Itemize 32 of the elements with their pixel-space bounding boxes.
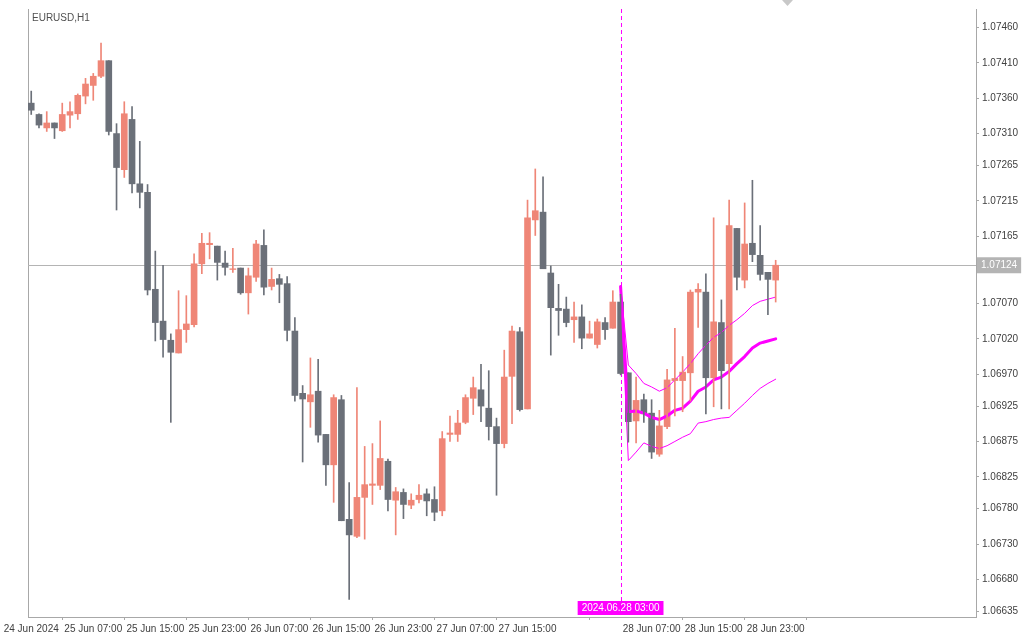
y-tick-label: 1.07215 bbox=[982, 194, 1019, 206]
x-tick-label: 25 Jun 23:00 bbox=[188, 622, 247, 634]
x-tick-label: 28 Jun 07:00 bbox=[622, 622, 681, 634]
y-tick-label: 1.07165 bbox=[982, 229, 1019, 241]
y-tick-label: 1.06925 bbox=[982, 399, 1019, 411]
ref-line-label: 2024.06.28 03:00 bbox=[581, 601, 660, 613]
y-tick-label: 1.07265 bbox=[982, 159, 1019, 171]
y-tick-label: 1.07410 bbox=[982, 56, 1019, 68]
x-tick-label: 26 Jun 23:00 bbox=[374, 622, 433, 634]
y-tick-label: 1.06680 bbox=[982, 573, 1019, 585]
y-tick-label: 1.07460 bbox=[982, 21, 1019, 33]
ref-line-label: 1.07124 bbox=[981, 258, 1018, 270]
x-tick-label: 28 Jun 23:00 bbox=[746, 622, 806, 634]
y-tick-label: 1.06635 bbox=[982, 605, 1019, 617]
y-tick-label: 1.07020 bbox=[982, 332, 1019, 344]
x-tick-label: 25 Jun 15:00 bbox=[126, 622, 185, 634]
x-tick-label: 27 Jun 07:00 bbox=[436, 622, 495, 634]
y-tick-label: 1.06825 bbox=[982, 470, 1019, 482]
x-tick-label: 25 Jun 07:00 bbox=[64, 622, 123, 634]
y-tick-label: 1.06780 bbox=[982, 502, 1019, 514]
y-tick-label: 1.06730 bbox=[982, 537, 1019, 549]
y-tick-label: 1.06970 bbox=[982, 367, 1019, 379]
chart-title: EURUSD,H1 bbox=[32, 11, 91, 23]
y-tick-label: 1.07360 bbox=[982, 91, 1019, 103]
x-tick-label: 27 Jun 15:00 bbox=[498, 622, 557, 634]
y-tick-label: 1.07310 bbox=[982, 127, 1019, 139]
y-tick-label: 1.06875 bbox=[982, 435, 1019, 447]
y-tick-label: 1.07070 bbox=[982, 297, 1019, 309]
x-tick-label: 26 Jun 15:00 bbox=[312, 622, 371, 634]
x-tick-label: 24 Jun 2024 bbox=[3, 622, 60, 634]
x-tick-label: 28 Jun 15:00 bbox=[684, 622, 743, 634]
x-tick-label: 26 Jun 07:00 bbox=[250, 622, 309, 634]
